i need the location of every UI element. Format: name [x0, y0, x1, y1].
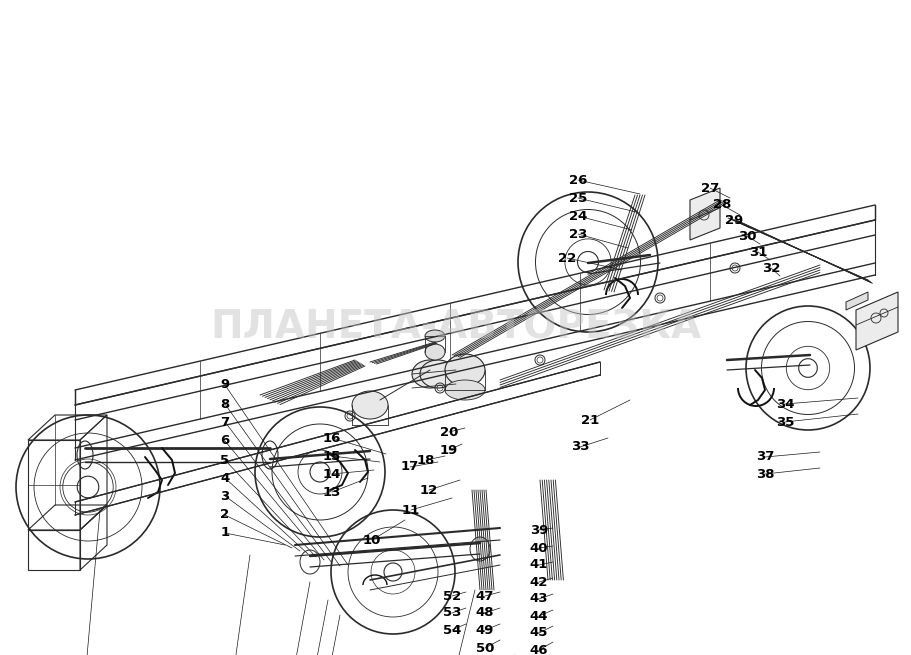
Polygon shape	[690, 188, 720, 240]
Text: 22: 22	[558, 252, 576, 265]
Text: 2: 2	[220, 508, 230, 521]
Ellipse shape	[445, 380, 485, 400]
Text: 32: 32	[762, 261, 780, 274]
Text: 33: 33	[571, 441, 589, 453]
Ellipse shape	[412, 360, 448, 388]
Text: 21: 21	[581, 413, 599, 426]
Text: 14: 14	[322, 468, 342, 481]
Text: 46: 46	[530, 643, 548, 655]
Text: 45: 45	[530, 626, 548, 639]
Ellipse shape	[425, 344, 445, 360]
Text: 35: 35	[776, 415, 794, 428]
Text: 50: 50	[476, 641, 494, 654]
Text: 26: 26	[568, 174, 588, 187]
Text: 54: 54	[443, 624, 461, 637]
Text: 10: 10	[363, 534, 381, 546]
Text: 52: 52	[443, 590, 461, 603]
Text: 13: 13	[322, 485, 342, 498]
Text: 9: 9	[220, 379, 230, 392]
Text: 18: 18	[417, 453, 435, 466]
Text: 37: 37	[756, 451, 774, 464]
Text: 11: 11	[402, 504, 420, 517]
Text: 53: 53	[443, 607, 461, 620]
Text: 42: 42	[530, 576, 548, 588]
Text: 27: 27	[701, 181, 719, 195]
Text: 8: 8	[220, 398, 230, 411]
Text: 1: 1	[220, 527, 230, 540]
Text: 34: 34	[776, 398, 794, 411]
Text: 3: 3	[220, 489, 230, 502]
Text: 20: 20	[440, 426, 458, 438]
Ellipse shape	[420, 360, 456, 388]
Text: 43: 43	[530, 593, 548, 605]
Polygon shape	[856, 292, 898, 350]
Text: 38: 38	[756, 468, 774, 481]
Text: 44: 44	[530, 610, 548, 622]
Ellipse shape	[445, 354, 485, 386]
Text: 6: 6	[220, 434, 230, 447]
Text: 17: 17	[401, 460, 419, 474]
Text: 39: 39	[530, 523, 548, 536]
Text: 49: 49	[476, 624, 494, 637]
Text: 30: 30	[738, 229, 756, 242]
Text: 19: 19	[440, 443, 458, 457]
Text: 40: 40	[530, 542, 548, 555]
Text: 15: 15	[322, 449, 341, 462]
Ellipse shape	[352, 391, 388, 419]
Polygon shape	[846, 292, 868, 310]
Text: 12: 12	[420, 483, 438, 496]
Text: 16: 16	[322, 432, 342, 445]
Text: ПЛАНЕТА-АВТОРЕЗКА: ПЛАНЕТА-АВТОРЕЗКА	[210, 309, 701, 346]
Text: 4: 4	[220, 472, 230, 485]
Ellipse shape	[425, 330, 445, 342]
Text: 23: 23	[568, 227, 588, 240]
Text: 47: 47	[476, 590, 494, 603]
Text: 25: 25	[568, 191, 587, 204]
Text: 5: 5	[220, 453, 230, 466]
Text: 31: 31	[749, 246, 767, 259]
Text: 29: 29	[725, 214, 743, 227]
Text: 28: 28	[712, 198, 732, 212]
Text: 7: 7	[220, 415, 230, 428]
Text: 24: 24	[568, 210, 588, 223]
Text: 41: 41	[530, 559, 548, 572]
Text: 48: 48	[476, 607, 495, 620]
